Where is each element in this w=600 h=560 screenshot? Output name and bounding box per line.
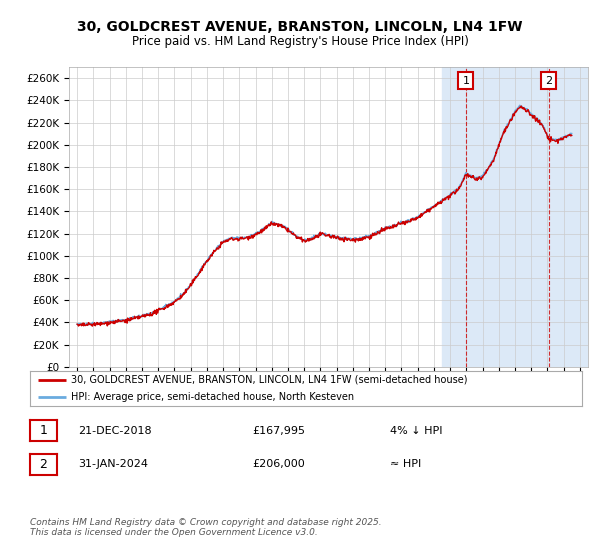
Text: HPI: Average price, semi-detached house, North Kesteven: HPI: Average price, semi-detached house,… [71,393,355,402]
Text: 1: 1 [463,76,469,86]
Text: Price paid vs. HM Land Registry's House Price Index (HPI): Price paid vs. HM Land Registry's House … [131,35,469,48]
Text: 2: 2 [40,458,47,471]
Text: Contains HM Land Registry data © Crown copyright and database right 2025.
This d: Contains HM Land Registry data © Crown c… [30,518,382,538]
Text: 4% ↓ HPI: 4% ↓ HPI [390,426,443,436]
Text: £206,000: £206,000 [252,459,305,469]
Text: ≈ HPI: ≈ HPI [390,459,421,469]
Text: 30, GOLDCREST AVENUE, BRANSTON, LINCOLN, LN4 1FW: 30, GOLDCREST AVENUE, BRANSTON, LINCOLN,… [77,20,523,34]
Text: 1: 1 [40,424,47,437]
Text: 30, GOLDCREST AVENUE, BRANSTON, LINCOLN, LN4 1FW (semi-detached house): 30, GOLDCREST AVENUE, BRANSTON, LINCOLN,… [71,375,468,385]
Bar [442,67,588,367]
Text: 21-DEC-2018: 21-DEC-2018 [78,426,152,436]
Text: 31-JAN-2024: 31-JAN-2024 [78,459,148,469]
Text: 2: 2 [545,76,553,86]
Text: £167,995: £167,995 [252,426,305,436]
